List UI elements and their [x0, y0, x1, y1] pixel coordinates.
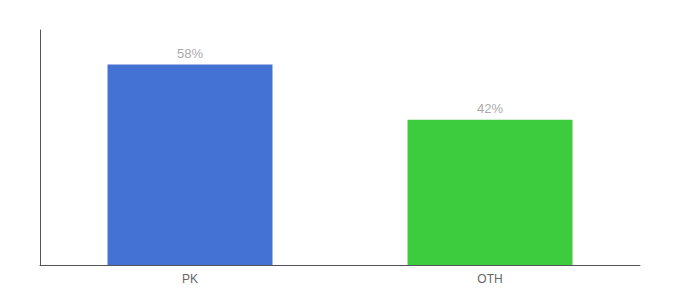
svg-text:58%: 58%	[177, 46, 203, 61]
svg-text:42%: 42%	[477, 101, 503, 116]
svg-text:PK: PK	[182, 272, 198, 286]
svg-text:OTH: OTH	[477, 272, 502, 286]
